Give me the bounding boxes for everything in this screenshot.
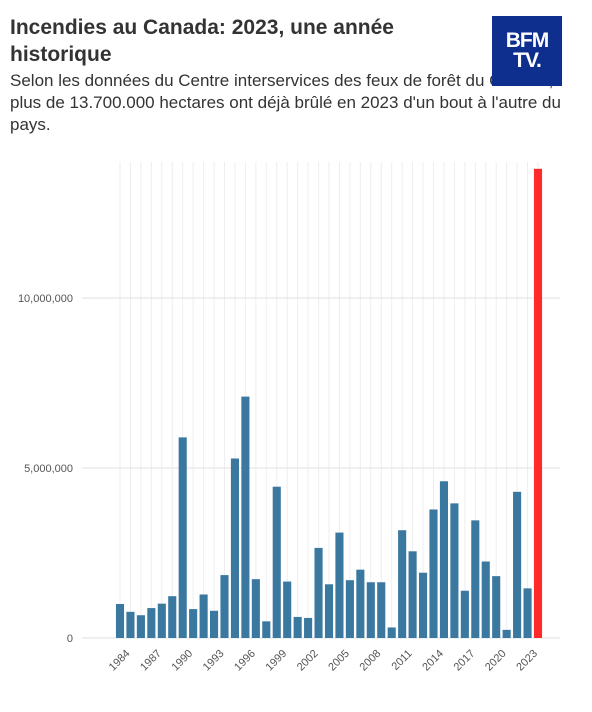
x-tick-label: 1999: [264, 648, 290, 674]
bar-1992: [210, 610, 219, 638]
bar-2015: [450, 503, 459, 638]
bar-2000: [293, 616, 302, 638]
bar-2001: [304, 617, 313, 638]
bar-2016: [460, 590, 469, 638]
logo-line-1: BFM: [505, 29, 549, 52]
x-tick-label: 2014: [420, 648, 446, 674]
bfmtv-logo: BFM TV.: [492, 16, 562, 86]
bar-1983: [115, 604, 125, 638]
bar-2018: [481, 561, 490, 638]
bar-1986: [147, 608, 156, 638]
bar-1994: [230, 458, 239, 638]
bar-1984: [126, 611, 135, 638]
x-tick-label: 1987: [138, 648, 164, 674]
bar-2014: [439, 481, 448, 638]
x-tick-label: 2011: [390, 648, 415, 673]
bar-2017: [471, 520, 480, 638]
y-axis: 0 5,000,000 10,000,000: [18, 293, 73, 645]
bar-1999: [283, 581, 292, 638]
bar-1993: [220, 575, 229, 638]
bar-2020: [502, 629, 511, 638]
x-tick-label: 1984: [107, 648, 133, 674]
bar-2013: [429, 509, 438, 638]
x-tick-label: 2023: [514, 648, 540, 674]
bar-2019: [492, 576, 501, 638]
bar-2009: [387, 627, 396, 638]
bar-2002: [314, 547, 323, 638]
bar-1988: [168, 596, 177, 638]
bar-2005: [345, 580, 354, 638]
bar-2021: [513, 491, 522, 638]
x-tick-label: 1993: [201, 648, 227, 674]
bar-2023: [533, 168, 543, 639]
bar-1998: [272, 486, 281, 638]
bar-2006: [356, 569, 365, 638]
bar-2010: [398, 530, 407, 638]
x-tick-label: 1996: [232, 648, 258, 674]
x-axis: 1984 1987 1990 1993 1996 1999 2002 2005 2008 2011…: [107, 648, 540, 674]
bar-2022: [523, 588, 532, 638]
x-tick-label: 2020: [483, 648, 509, 674]
logo-line-2: TV.: [513, 49, 542, 72]
bar-1989: [178, 437, 187, 638]
x-tick-label: 2002: [295, 648, 321, 674]
x-tick-label: 2005: [326, 648, 352, 674]
bar-1990: [189, 609, 198, 638]
bar-1985: [136, 615, 145, 638]
bar-2007: [366, 582, 375, 638]
y-tick-label: 5,000,000: [24, 463, 73, 475]
bar-2003: [324, 584, 334, 638]
x-tick-label: 2008: [358, 648, 384, 674]
y-tick-label: 10,000,000: [18, 293, 73, 305]
bar-1991: [199, 594, 208, 638]
y-tick-label: 0: [67, 633, 73, 645]
bar-1996: [251, 579, 260, 638]
x-tick-label: 2017: [452, 648, 478, 674]
page-title: Incendies au Canada: 2023, une année his…: [10, 16, 394, 66]
chart-bars: [115, 168, 543, 639]
bar-2012: [419, 572, 428, 638]
bar-1987: [157, 603, 166, 638]
bar-1997: [262, 621, 271, 638]
bar-1995: [241, 396, 250, 638]
bar-2008: [377, 582, 386, 638]
page-subtitle: Selon les données du Centre interservice…: [10, 71, 561, 134]
x-tick-label: 1990: [169, 648, 195, 674]
bar-2011: [408, 551, 417, 638]
bar-2004: [335, 532, 344, 638]
